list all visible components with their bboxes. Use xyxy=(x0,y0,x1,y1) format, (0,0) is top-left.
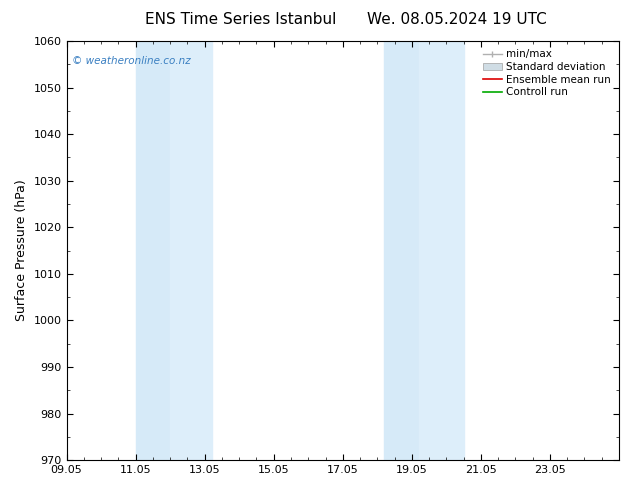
Y-axis label: Surface Pressure (hPa): Surface Pressure (hPa) xyxy=(15,180,28,321)
Bar xyxy=(384,41,418,460)
Text: © weatheronline.co.nz: © weatheronline.co.nz xyxy=(72,56,191,66)
Bar xyxy=(170,41,212,460)
Legend: min/max, Standard deviation, Ensemble mean run, Controll run: min/max, Standard deviation, Ensemble me… xyxy=(480,46,614,100)
Bar xyxy=(418,41,463,460)
Text: ENS Time Series Istanbul: ENS Time Series Istanbul xyxy=(145,12,337,27)
Text: We. 08.05.2024 19 UTC: We. 08.05.2024 19 UTC xyxy=(366,12,547,27)
Bar xyxy=(136,41,170,460)
